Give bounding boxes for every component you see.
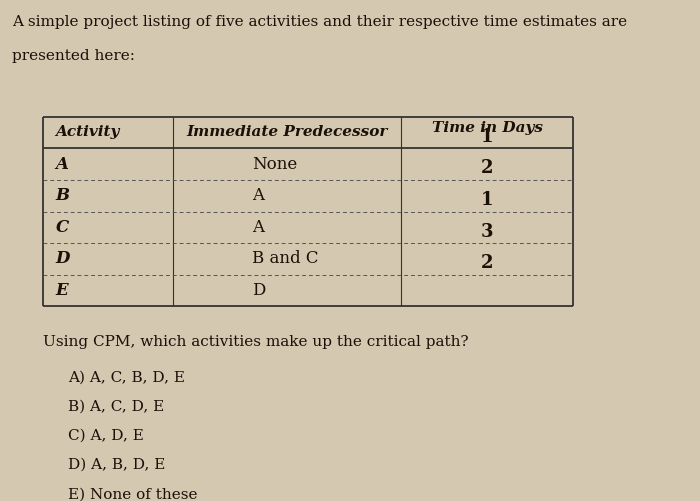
Text: E) None of these: E) None of these	[68, 487, 197, 501]
Text: A: A	[253, 219, 265, 236]
Text: 2: 2	[481, 255, 493, 272]
Text: D: D	[55, 250, 70, 268]
Text: Activity: Activity	[55, 125, 120, 139]
Text: A) A, C, B, D, E: A) A, C, B, D, E	[68, 371, 185, 384]
Text: 2: 2	[481, 159, 493, 177]
Text: 1: 1	[481, 191, 493, 209]
Text: B: B	[55, 187, 69, 204]
Text: A: A	[55, 156, 69, 173]
Text: presented here:: presented here:	[13, 49, 135, 63]
Text: E: E	[55, 282, 68, 299]
Text: Time in Days: Time in Days	[432, 121, 542, 135]
Text: C) A, D, E: C) A, D, E	[68, 429, 144, 443]
Text: Using CPM, which activities make up the critical path?: Using CPM, which activities make up the …	[43, 336, 469, 350]
Text: A: A	[253, 187, 265, 204]
Text: A simple project listing of five activities and their respective time estimates : A simple project listing of five activit…	[13, 15, 627, 29]
Text: B) A, C, D, E: B) A, C, D, E	[68, 400, 164, 414]
Text: Immediate Predecessor: Immediate Predecessor	[186, 125, 387, 139]
Text: 1: 1	[481, 128, 493, 146]
Text: C: C	[55, 219, 69, 236]
Text: D) A, B, D, E: D) A, B, D, E	[68, 458, 165, 472]
Text: B and C: B and C	[253, 250, 319, 268]
Text: 3: 3	[481, 222, 493, 240]
Text: D: D	[253, 282, 266, 299]
Text: None: None	[253, 156, 298, 173]
